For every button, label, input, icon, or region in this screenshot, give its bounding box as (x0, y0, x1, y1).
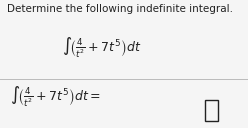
Text: $\int\!\left(\frac{4}{t^2}+7t^5\right)dt$: $\int\!\left(\frac{4}{t^2}+7t^5\right)dt… (62, 36, 142, 60)
Text: Determine the following indefinite integral.: Determine the following indefinite integ… (7, 4, 233, 14)
Text: $\int\!\left(\frac{4}{t^2}+7t^5\right)dt=$: $\int\!\left(\frac{4}{t^2}+7t^5\right)dt… (10, 84, 101, 109)
FancyBboxPatch shape (205, 100, 218, 121)
